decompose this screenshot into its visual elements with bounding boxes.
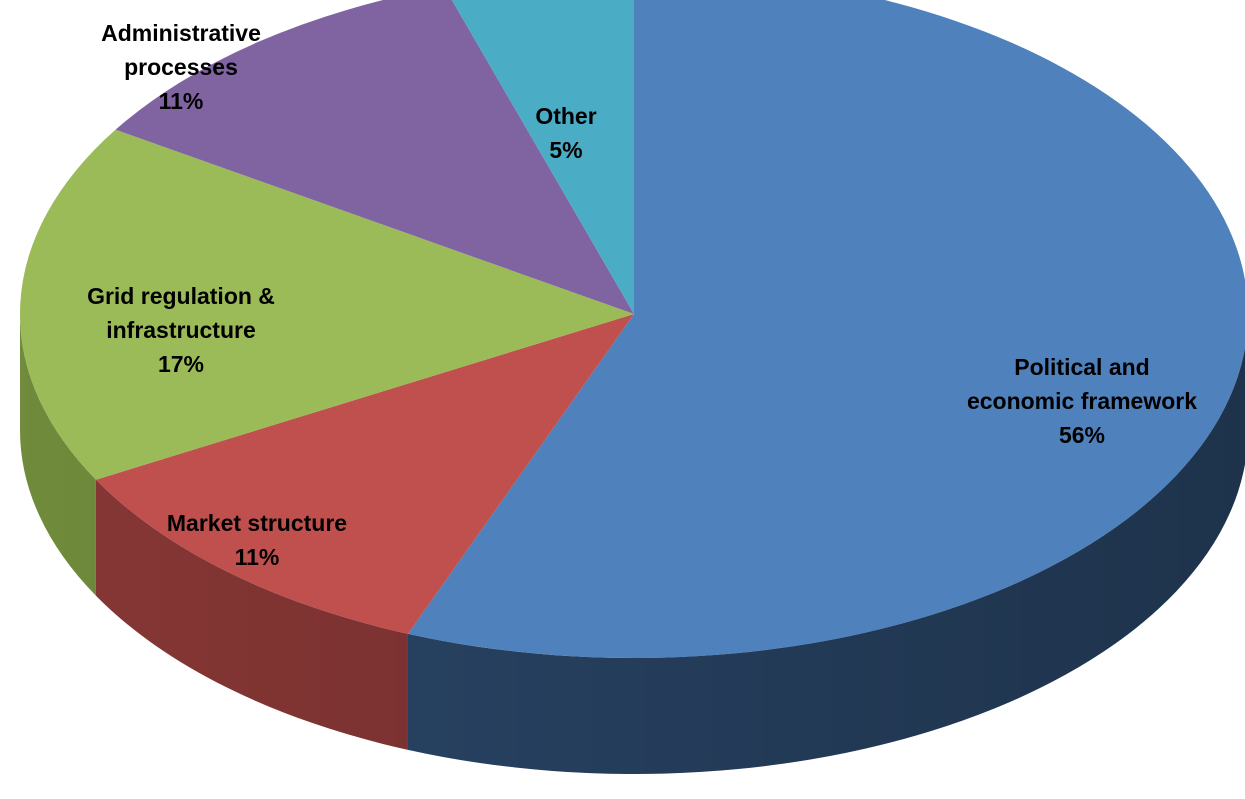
slice-political-and-economic-framework bbox=[407, 0, 1245, 658]
data-label-grid-regulation-and-infrastructure: Grid regulation & infrastructure 17% bbox=[87, 283, 275, 377]
data-label-value: 11% bbox=[159, 88, 204, 114]
slice-other bbox=[451, 0, 634, 314]
data-label-administrative-processes: Administrative processes 11% bbox=[101, 20, 261, 114]
data-label-value: 11% bbox=[235, 544, 280, 570]
data-label-other: Other 5% bbox=[535, 103, 596, 163]
slice-market-structure bbox=[95, 314, 635, 634]
data-label-text: Other bbox=[535, 103, 596, 129]
data-label-text: Market structure bbox=[167, 510, 347, 536]
data-label-text: Administrative bbox=[101, 20, 261, 46]
data-label-value: 5% bbox=[549, 137, 582, 163]
side-shading bbox=[20, 314, 1245, 774]
data-label-text: Grid regulation & bbox=[87, 283, 275, 309]
data-label-market-structure: Market structure 11% bbox=[167, 510, 347, 570]
data-label-value: 17% bbox=[158, 351, 204, 377]
data-label-value: 56% bbox=[1059, 422, 1105, 448]
slice-administrative-processes bbox=[115, 0, 634, 314]
data-label-text: Political and bbox=[1014, 354, 1149, 380]
data-label-political-and-economic-framework: Political and economic framework 56% bbox=[967, 354, 1197, 448]
data-label-text: infrastructure bbox=[106, 317, 256, 343]
data-label-text: processes bbox=[124, 54, 238, 80]
data-label-text: economic framework bbox=[967, 388, 1197, 414]
slice-grid-regulation-and-infrastructure bbox=[20, 129, 635, 480]
